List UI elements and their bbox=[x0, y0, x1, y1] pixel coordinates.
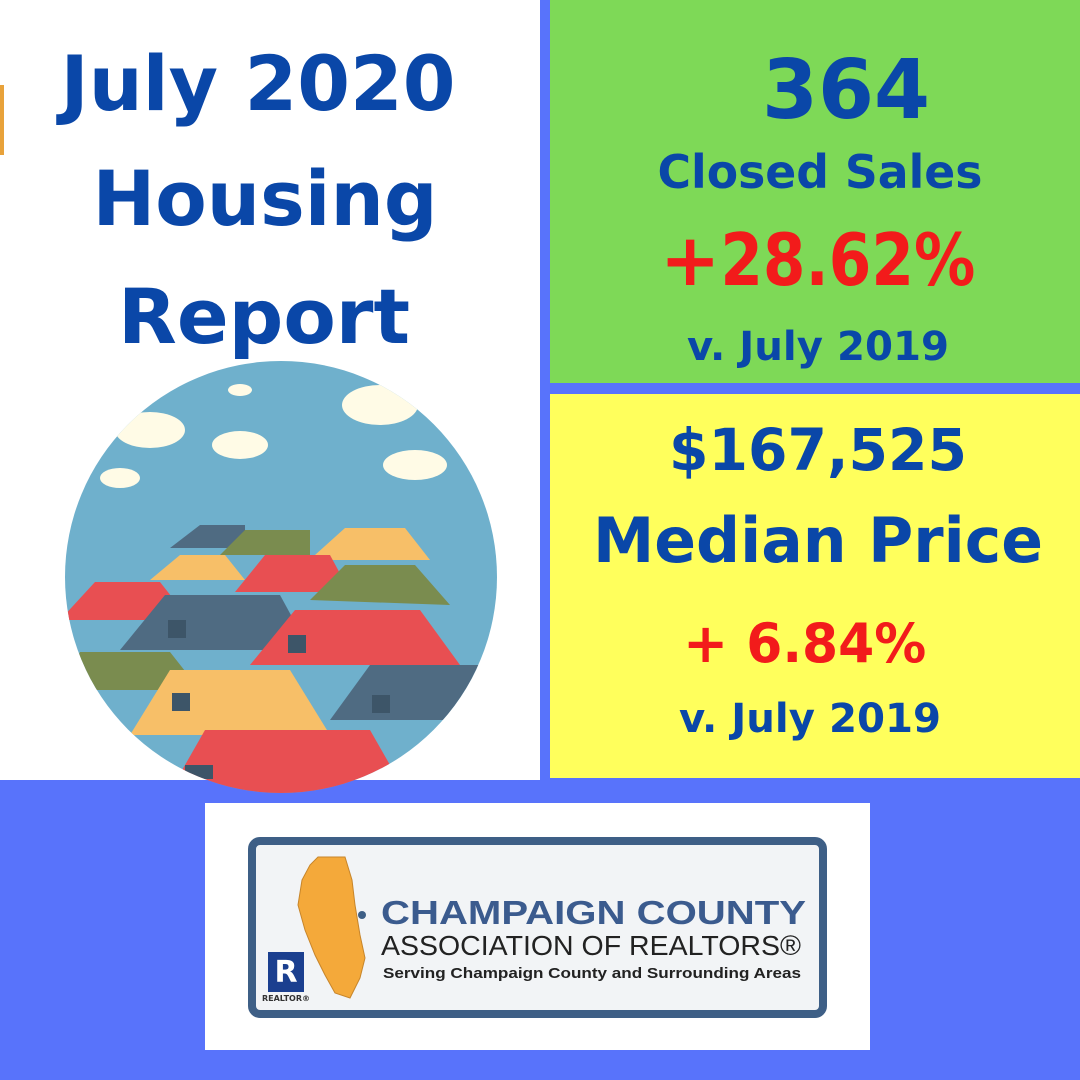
price-comparison: v. July 2019 bbox=[679, 696, 941, 742]
change-value: 28.62% bbox=[720, 218, 975, 302]
price-panel bbox=[550, 394, 1080, 778]
realtor-badge bbox=[268, 952, 304, 992]
logo-name: CHAMPAIGN COUNTY bbox=[381, 894, 806, 931]
sales-comparison: v. July 2019 bbox=[687, 324, 949, 370]
sales-label: Closed Sales bbox=[658, 145, 983, 199]
houses-illustration bbox=[65, 361, 497, 793]
change-sign: + bbox=[660, 218, 720, 302]
sales-panel bbox=[550, 0, 1080, 383]
sales-change: +28.62% bbox=[660, 218, 975, 302]
logo-association: ASSOCIATION OF REALTORS® bbox=[381, 930, 801, 961]
logo-frame bbox=[248, 837, 827, 1018]
price-value: $167,525 bbox=[669, 416, 967, 484]
illinois-shape bbox=[297, 856, 366, 999]
edge-accent bbox=[0, 85, 4, 155]
logo-tagline: Serving Champaign County and Surrounding… bbox=[383, 965, 801, 982]
title-line: July 2020 bbox=[56, 39, 456, 128]
badge-label: REALTOR® bbox=[262, 994, 310, 1003]
sales-value: 364 bbox=[762, 43, 930, 138]
price-label: Median Price bbox=[593, 504, 1043, 577]
change-value: 6.84% bbox=[746, 612, 926, 675]
price-change: +6.84% bbox=[683, 612, 926, 675]
title-line: Housing bbox=[93, 154, 438, 243]
location-dot bbox=[358, 911, 366, 919]
change-sign: + bbox=[683, 612, 728, 675]
badge-letter: R bbox=[274, 955, 297, 990]
title-line: Report bbox=[118, 272, 410, 361]
